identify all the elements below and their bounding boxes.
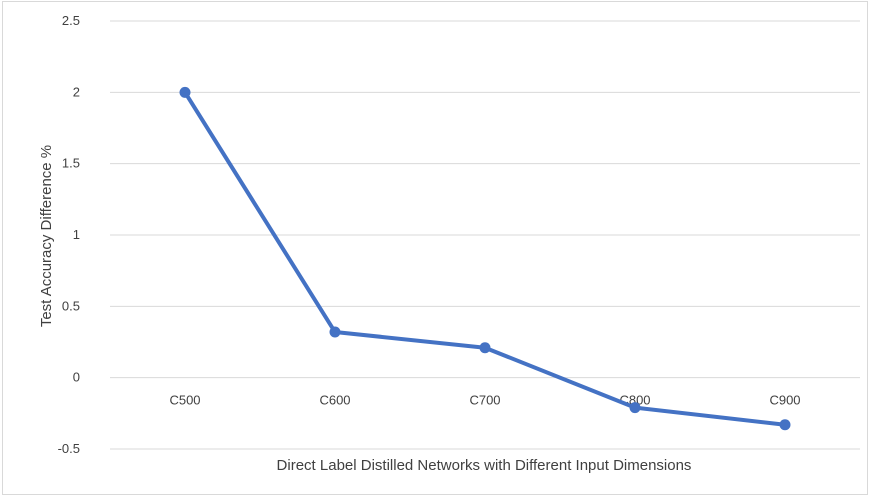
y-tick-label: 0.5	[62, 298, 80, 313]
y-tick-label: -0.5	[58, 441, 80, 456]
y-tick-label: 2	[73, 84, 80, 99]
y-tick-labels: 2.5 2 1.5 1 0.5 0 -0.5	[58, 13, 80, 456]
series-line	[183, 90, 787, 427]
y-tick-label: 1	[73, 227, 80, 242]
data-point	[329, 326, 341, 338]
y-axis-title: Test Accuracy Difference %	[38, 145, 55, 327]
data-point	[179, 86, 191, 98]
y-tick-label: 2.5	[62, 13, 80, 28]
data-points	[179, 86, 791, 431]
gridlines	[110, 20, 860, 450]
x-tick-label: C500	[169, 393, 200, 408]
data-point	[629, 402, 641, 414]
x-tick-label: C700	[469, 393, 500, 408]
data-point	[779, 419, 791, 431]
y-tick-label: 0	[73, 370, 80, 385]
x-tick-label: C600	[319, 393, 350, 408]
x-tick-labels: C500 C600 C700 C800 C900	[169, 393, 800, 408]
series-lines	[183, 90, 787, 427]
data-point	[479, 342, 491, 354]
y-tick-label: 1.5	[62, 156, 80, 171]
x-axis-title: Direct Label Distilled Networks with Dif…	[277, 457, 692, 474]
x-tick-label: C900	[769, 393, 800, 408]
